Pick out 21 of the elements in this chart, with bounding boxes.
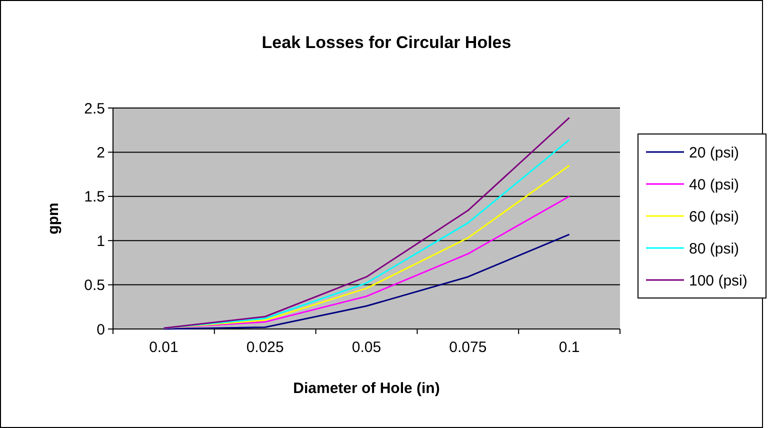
chart-title: Leak Losses for Circular Holes	[262, 33, 512, 52]
x-tick-label: 0.1	[558, 339, 580, 356]
x-axis-title: Diameter of Hole (in)	[293, 380, 440, 397]
legend-label: 80 (psi)	[689, 240, 740, 258]
x-tick-label: 0.025	[246, 339, 284, 356]
y-tick-label: 0.5	[84, 277, 105, 294]
legend-label: 60 (psi)	[689, 208, 740, 226]
legend-label: 40 (psi)	[689, 176, 740, 194]
legend-label: 20 (psi)	[689, 144, 740, 162]
y-tick-label: 0	[96, 321, 105, 338]
line-series	[162, 234, 570, 330]
y-axis-title: gpm	[45, 202, 62, 234]
y-tick-label: 2.5	[84, 100, 105, 118]
legend-label: 100 (psi)	[689, 272, 748, 290]
x-tick-label: 0.05	[352, 339, 382, 356]
y-tick-label: 1	[96, 232, 105, 250]
y-tick-label: 1.5	[84, 188, 105, 206]
x-tick-label: 0.075	[449, 339, 487, 356]
x-tick-label: 0.01	[149, 339, 178, 356]
line-series	[162, 196, 570, 329]
y-tick-label: 2	[96, 144, 105, 162]
